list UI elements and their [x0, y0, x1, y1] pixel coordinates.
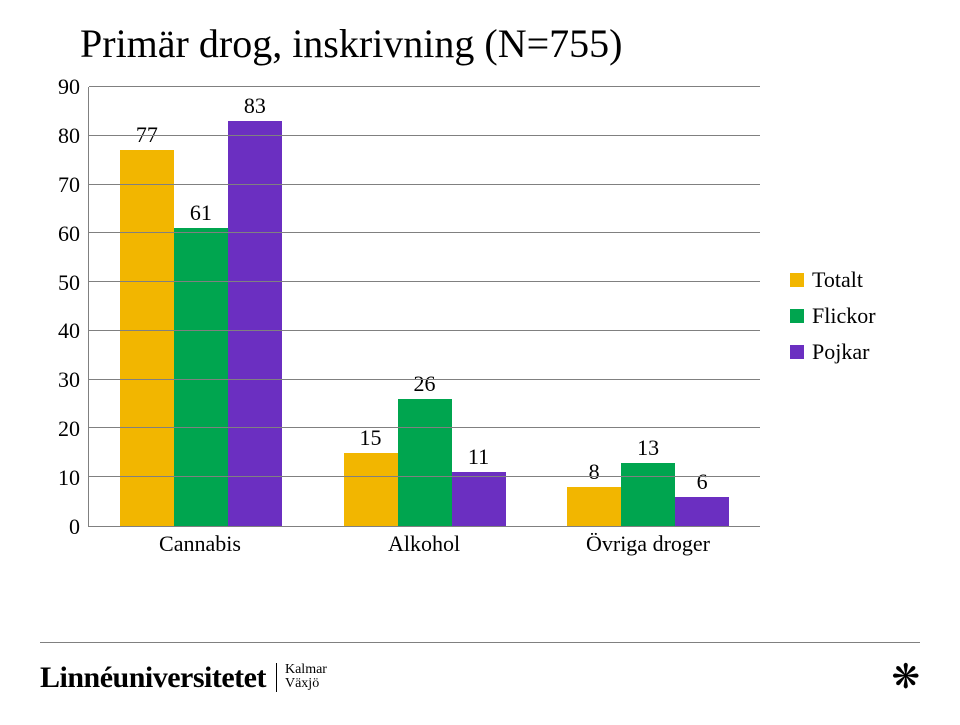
campus-2: Växjö — [285, 677, 327, 692]
bar-value-label: 61 — [190, 200, 212, 226]
bar: 13 — [621, 463, 675, 526]
legend-swatch — [790, 345, 804, 359]
university-name: Linnéuniversitetet — [40, 661, 266, 695]
bar-value-label: 13 — [637, 435, 659, 461]
bar: 11 — [452, 472, 506, 526]
x-label: Alkohol — [312, 527, 536, 557]
x-label: Övriga droger — [536, 527, 760, 557]
bar: 15 — [344, 453, 398, 526]
y-tick: 70 — [58, 172, 80, 198]
bar-group: 152611 — [313, 87, 537, 526]
bar-value-label: 6 — [697, 469, 708, 495]
y-tick: 60 — [58, 221, 80, 247]
bar-groups: 7761831526118136 — [89, 87, 760, 526]
y-tick: 40 — [58, 318, 80, 344]
legend: Totalt Flickor Pojkar — [790, 267, 876, 375]
chart-area: 0102030405060708090 7761831526118136 Can… — [40, 87, 760, 557]
legend-label: Flickor — [812, 303, 876, 329]
y-tick: 10 — [58, 465, 80, 491]
legend-item: Flickor — [790, 303, 876, 329]
bar: 8 — [567, 487, 621, 526]
bar-group: 776183 — [89, 87, 313, 526]
legend-item: Totalt — [790, 267, 876, 293]
bar-value-label: 83 — [244, 93, 266, 119]
grid-line — [89, 427, 760, 428]
grid-line — [89, 135, 760, 136]
bar: 77 — [120, 150, 174, 526]
y-tick: 30 — [58, 367, 80, 393]
grid-line — [89, 281, 760, 282]
bar: 83 — [228, 121, 282, 526]
grid-line — [89, 184, 760, 185]
chart-container: 0102030405060708090 7761831526118136 Can… — [40, 87, 920, 557]
legend-label: Pojkar — [812, 339, 869, 365]
bar-value-label: 8 — [589, 459, 600, 485]
chart-title: Primär drog, inskrivning (N=755) — [80, 20, 920, 67]
campus-1: Kalmar — [285, 663, 327, 678]
tree-icon: ❋ — [892, 661, 921, 695]
university-logo: Linnéuniversitetet Kalmar Växjö — [40, 661, 327, 695]
bar: 61 — [174, 228, 228, 526]
x-label: Cannabis — [88, 527, 312, 557]
legend-label: Totalt — [812, 267, 863, 293]
legend-swatch — [790, 309, 804, 323]
bar: 6 — [675, 497, 729, 526]
x-axis: CannabisAlkoholÖvriga droger — [88, 527, 760, 557]
campus-block: Kalmar Växjö — [276, 663, 327, 692]
legend-item: Pojkar — [790, 339, 876, 365]
bar: 26 — [398, 399, 452, 526]
legend-swatch — [790, 273, 804, 287]
plot-area: 7761831526118136 — [88, 87, 760, 527]
bar-group: 8136 — [536, 87, 760, 526]
bar-value-label: 26 — [414, 371, 436, 397]
y-tick: 0 — [69, 514, 80, 540]
y-axis: 0102030405060708090 — [40, 87, 88, 527]
y-tick: 20 — [58, 416, 80, 442]
y-tick: 80 — [58, 123, 80, 149]
y-tick: 50 — [58, 270, 80, 296]
bar-value-label: 11 — [468, 444, 489, 470]
footer: Linnéuniversitetet Kalmar Växjö ❋ — [40, 642, 920, 695]
grid-line — [89, 86, 760, 87]
grid-line — [89, 330, 760, 331]
bar-value-label: 15 — [360, 425, 382, 451]
grid-line — [89, 232, 760, 233]
y-tick: 90 — [58, 74, 80, 100]
grid-line — [89, 476, 760, 477]
grid-line — [89, 379, 760, 380]
